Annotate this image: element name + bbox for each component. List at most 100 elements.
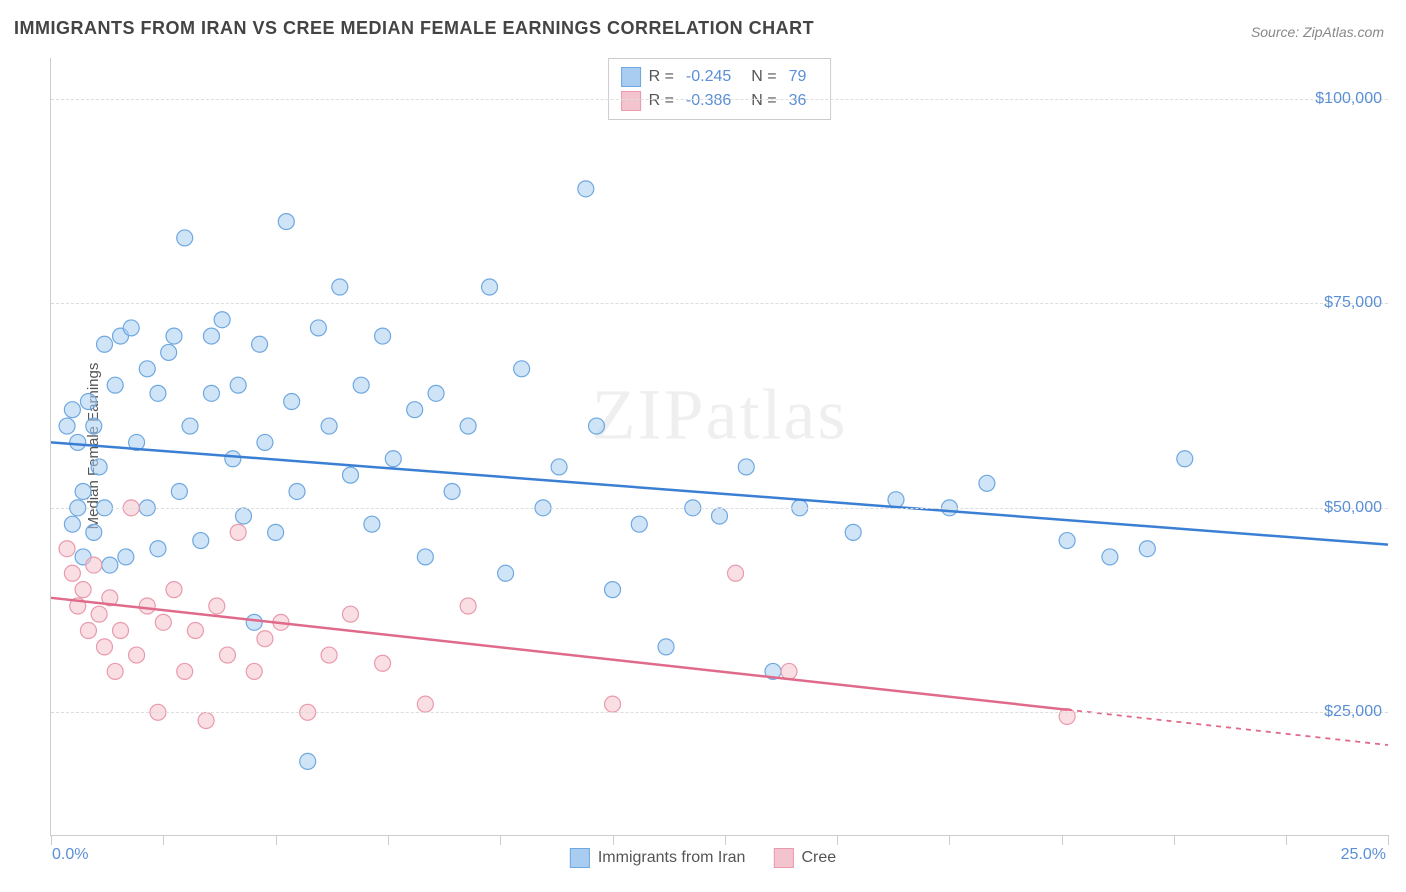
data-point [86, 524, 102, 540]
data-point [342, 467, 358, 483]
data-point [268, 524, 284, 540]
x-tick [725, 835, 726, 845]
data-point [182, 418, 198, 434]
data-point [310, 320, 326, 336]
x-tick [388, 835, 389, 845]
stat-n-label: N = [751, 89, 776, 113]
data-point [193, 533, 209, 549]
data-point [80, 623, 96, 639]
stats-legend: R = -0.245 N = 79 R = -0.386 N = 36 [608, 58, 832, 120]
data-point [375, 655, 391, 671]
data-point [284, 394, 300, 410]
data-point [428, 385, 444, 401]
data-point [230, 377, 246, 393]
data-point [589, 418, 605, 434]
data-point [150, 541, 166, 557]
x-tick-container [51, 835, 1388, 845]
data-point [75, 582, 91, 598]
data-point [155, 614, 171, 630]
data-point [364, 516, 380, 532]
x-axis-max-label: 25.0% [1341, 846, 1386, 864]
data-point [59, 418, 75, 434]
stat-r-value: -0.245 [686, 65, 731, 89]
x-tick [1388, 835, 1389, 845]
data-point [236, 508, 252, 524]
x-tick [163, 835, 164, 845]
y-tick-label: $50,000 [1324, 499, 1382, 517]
data-point [86, 557, 102, 573]
stat-n-value: 36 [789, 89, 807, 113]
x-tick [1286, 835, 1287, 845]
data-point [498, 565, 514, 581]
data-point [70, 434, 86, 450]
legend-label: Cree [801, 849, 836, 867]
x-axis-min-label: 0.0% [52, 846, 88, 864]
data-point [289, 483, 305, 499]
data-point [123, 320, 139, 336]
data-point [225, 451, 241, 467]
data-point [118, 549, 134, 565]
data-point [246, 614, 262, 630]
data-point [1059, 533, 1075, 549]
data-point [979, 475, 995, 491]
legend-label: Immigrants from Iran [598, 849, 746, 867]
x-tick [949, 835, 950, 845]
x-tick [1174, 835, 1175, 845]
data-point [171, 483, 187, 499]
stat-n-value: 79 [789, 65, 807, 89]
data-point [321, 647, 337, 663]
data-point [59, 541, 75, 557]
plot-area: ZIPatlas R =-0.245N =79R =-0.386N =36 $2… [50, 58, 1388, 836]
data-point [64, 565, 80, 581]
x-tick [276, 835, 277, 845]
legend-swatch [773, 848, 793, 868]
data-point [417, 696, 433, 712]
chart-svg [51, 58, 1388, 835]
data-point [139, 361, 155, 377]
data-point [300, 753, 316, 769]
stat-n-label: N = [751, 65, 776, 89]
data-point [139, 598, 155, 614]
data-point [375, 328, 391, 344]
data-point [246, 663, 262, 679]
trend-line [51, 598, 1067, 710]
data-point [96, 639, 112, 655]
data-point [658, 639, 674, 655]
gridline [51, 303, 1388, 304]
legend-swatch [570, 848, 590, 868]
y-tick-label: $75,000 [1324, 294, 1382, 312]
data-point [738, 459, 754, 475]
data-point [203, 385, 219, 401]
data-point [64, 516, 80, 532]
data-point [551, 459, 567, 475]
stat-r-value: -0.386 [686, 89, 731, 113]
data-point [332, 279, 348, 295]
data-point [605, 582, 621, 598]
source-attribution: Source: ZipAtlas.com [1251, 24, 1384, 40]
gridline [51, 99, 1388, 100]
stat-r-label: R = [649, 65, 674, 89]
gridline [51, 508, 1388, 509]
stat-r-label: R = [649, 89, 674, 113]
data-point [257, 631, 273, 647]
data-point [631, 516, 647, 532]
legend-swatch [621, 67, 641, 87]
stats-row: R = -0.386 N = 36 [621, 89, 819, 113]
data-point [102, 557, 118, 573]
data-point [460, 418, 476, 434]
data-point [385, 451, 401, 467]
data-point [252, 336, 268, 352]
data-point [712, 508, 728, 524]
data-point [888, 492, 904, 508]
legend-item: Immigrants from Iran [570, 848, 746, 868]
data-point [1177, 451, 1193, 467]
data-point [514, 361, 530, 377]
data-point [161, 344, 177, 360]
data-point [1102, 549, 1118, 565]
data-point [177, 230, 193, 246]
data-point [187, 623, 203, 639]
x-tick [613, 835, 614, 845]
data-point [781, 663, 797, 679]
data-point [353, 377, 369, 393]
data-point [257, 434, 273, 450]
